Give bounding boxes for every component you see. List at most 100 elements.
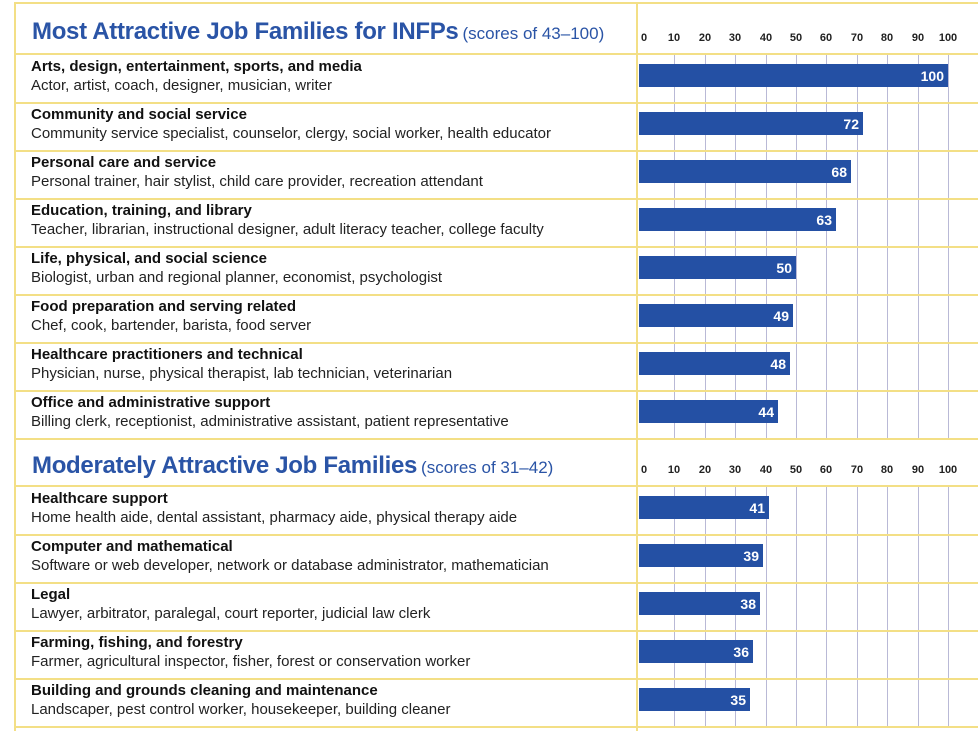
bar-value-label: 44 [758,404,774,420]
category-label: Building and grounds cleaning and mainte… [31,682,378,699]
tick-label: 10 [667,32,681,44]
example-occupations: Teacher, librarian, instructional design… [31,221,544,238]
bar [639,496,769,519]
example-occupations: Billing clerk, receptionist, administrat… [31,413,509,430]
tick-label: 90 [911,464,925,476]
bar [639,400,778,423]
bar [639,352,790,375]
tick-label: 60 [819,464,833,476]
row-label: Building and grounds cleaning and mainte… [31,681,450,719]
category-label: Life, physical, and social science [31,250,267,267]
row-rule [14,150,978,152]
row-rule [14,534,978,536]
bar [639,592,760,615]
row-label: Office and administrative support Billing… [31,393,509,431]
bar [639,112,863,135]
row-label: Arts, design, entertainment, sports, and… [31,57,362,95]
tick-label: 0 [640,464,648,476]
example-occupations: Physician, nurse, physical therapist, la… [31,365,453,382]
row-rule [14,246,978,248]
bar [639,256,796,279]
row-rule [14,198,978,200]
gridline [918,486,919,727]
category-label: Office and administrative support [31,394,271,411]
section-subtitle: (scores of 31–42) [421,458,554,477]
tick-label: 30 [728,464,742,476]
gridline [857,486,858,727]
bar-value-label: 39 [743,548,759,564]
bar-value-label: 38 [740,596,756,612]
category-label: Farming, fishing, and forestry [31,634,243,651]
example-occupations: Community service specialist, counselor,… [31,125,551,142]
bar [639,640,753,663]
section-title: Most Attractive Job Families for INFPs (s… [32,18,604,46]
bar-value-label: 72 [843,116,859,132]
section-title-text: Moderately Attractive Job Families [32,452,418,479]
example-occupations: Personal trainer, hair stylist, child ca… [31,173,483,190]
example-occupations: Lawyer, arbitrator, paralegal, court rep… [31,605,431,622]
bar-value-label: 41 [749,500,765,516]
left-rule [14,2,16,731]
gridline [826,486,827,727]
example-occupations: Chef, cook, bartender, barista, food ser… [31,317,312,334]
tick-label: 40 [759,32,773,44]
example-occupations: Software or web developer, network or da… [31,557,549,574]
gridline [948,486,949,727]
bar [639,160,851,183]
tick-label: 20 [698,464,712,476]
row-label: Personal care and service Personal traine… [31,153,483,191]
row-label: Education, training, and library Teacher,… [31,201,544,239]
tick-label: 0 [640,32,648,44]
bar-value-label: 63 [816,212,832,228]
tick-label: 100 [938,464,958,476]
tick-label: 80 [880,464,894,476]
tick-label: 30 [728,32,742,44]
row-label: Healthcare practitioners and technical Ph… [31,345,452,383]
section-header-rule [14,53,978,55]
section-subtitle: (scores of 43–100) [462,24,605,43]
row-label: Food preparation and serving related Chef… [31,297,311,335]
row-label: Farming, fishing, and forestry Farmer, ag… [31,633,470,671]
section-header-rule [14,485,978,487]
label-divider [636,2,638,731]
category-label: Food preparation and serving related [31,298,297,315]
example-occupations: Landscaper, pest control worker, houseke… [31,701,451,718]
row-label: Community and social service Community se… [31,105,551,143]
example-occupations: Biologist, urban and regional planner, e… [31,269,443,286]
bar [639,304,793,327]
row-rule [14,390,978,392]
tick-label: 80 [880,32,894,44]
category-label: Community and social service [31,106,247,123]
tick-label: 20 [698,32,712,44]
bar-value-label: 36 [733,644,749,660]
row-label: Life, physical, and social science Biolog… [31,249,442,287]
category-label: Healthcare support [31,490,168,507]
tick-label: 100 [938,32,958,44]
example-occupations: Home health aide, dental assistant, phar… [31,509,518,526]
row-label: Healthcare support Home health aide, dent… [31,489,517,527]
tick-label: 50 [789,32,803,44]
category-label: Computer and mathematical [31,538,233,555]
category-label: Healthcare practitioners and technical [31,346,303,363]
bar [639,544,763,567]
row-rule [14,678,978,680]
bar-value-label: 100 [920,68,944,84]
tick-label: 90 [911,32,925,44]
bar [639,688,750,711]
row-rule [14,630,978,632]
row-rule [14,294,978,296]
top-rule [14,2,978,4]
row-rule [14,438,978,440]
gridline [766,486,767,727]
bar [639,208,836,231]
category-label: Legal [31,586,71,603]
section-title: Moderately Attractive Job Families (score… [32,452,553,480]
bar-value-label: 68 [831,164,847,180]
tick-label: 70 [850,32,864,44]
bar-value-label: 35 [730,692,746,708]
tick-label: 40 [759,464,773,476]
row-rule [14,102,978,104]
row-label: Legal Lawyer, arbitrator, paralegal, cour… [31,585,430,623]
tick-label: 50 [789,464,803,476]
category-label: Education, training, and library [31,202,252,219]
